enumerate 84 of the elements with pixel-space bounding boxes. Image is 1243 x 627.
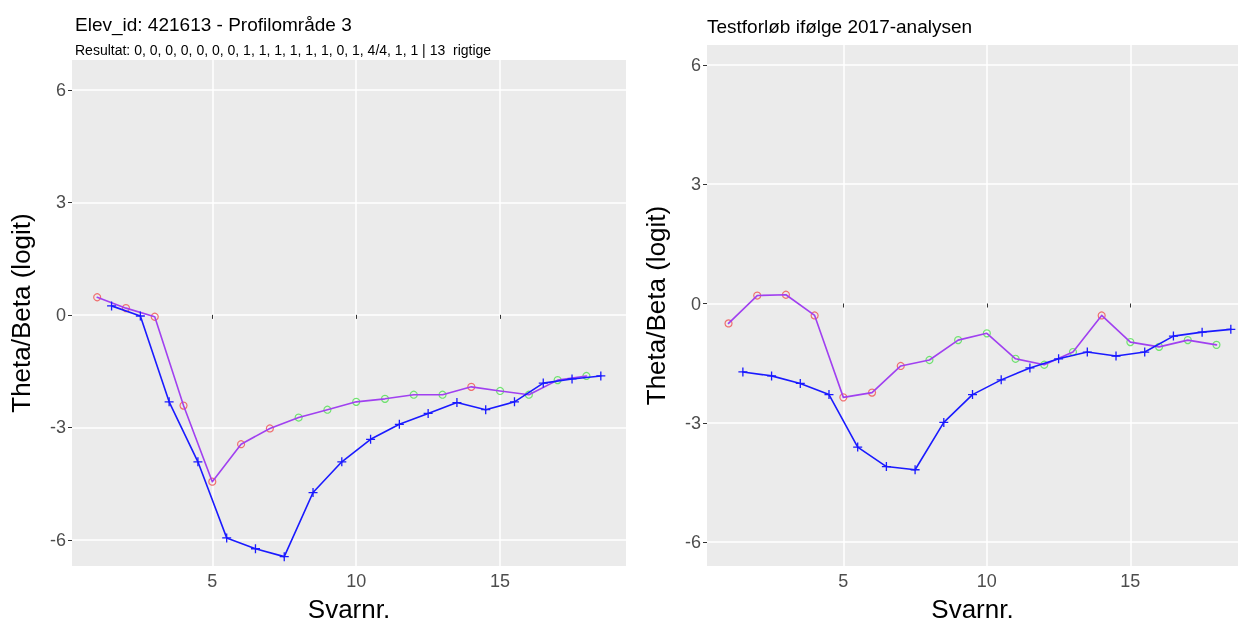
- x-tick-label: 10: [976, 571, 997, 591]
- line-series: [727, 293, 1218, 399]
- point: [135, 310, 146, 322]
- chart-title: Elev_id: 421613 - Profilområde 3: [75, 14, 352, 36]
- chart-title: Testforløb ifølge 2017-analysen: [707, 16, 973, 37]
- x-tick-label: 10: [346, 571, 367, 591]
- point: [1024, 362, 1036, 374]
- point: [566, 373, 578, 385]
- point: [208, 477, 217, 486]
- point: [724, 319, 733, 328]
- point: [1196, 327, 1208, 338]
- point: [996, 374, 1007, 386]
- point: [422, 408, 434, 419]
- x-axis-title: Svarnr.: [931, 594, 1014, 624]
- point: [438, 390, 447, 399]
- point: [954, 336, 963, 345]
- point: [496, 386, 505, 396]
- point: [1154, 342, 1164, 351]
- x-tick-label: 15: [1120, 571, 1141, 591]
- point: [982, 329, 991, 338]
- point: [307, 487, 319, 498]
- y-tick-label: 3: [690, 174, 701, 195]
- point: [867, 388, 877, 397]
- point: [925, 355, 934, 365]
- point: [265, 424, 274, 433]
- point: [192, 456, 204, 467]
- point: [467, 382, 476, 391]
- point: [1068, 347, 1078, 357]
- point: [221, 532, 232, 544]
- y-tick-label: 6: [690, 54, 701, 75]
- point: [380, 394, 390, 403]
- y-tick-label: 0: [690, 293, 701, 314]
- chart-subtitle: Resultat: 0, 0, 0, 0, 0, 0, 0, 1, 1, 1, 1, 1, 1, 0, 1, 4/4, 1, 1 | 13 rigtige: [75, 42, 492, 58]
- y-tick-label: -6: [49, 529, 66, 550]
- point: [839, 393, 848, 402]
- point: [1139, 346, 1150, 358]
- point: [582, 371, 591, 381]
- y-tick-label: 3: [55, 192, 66, 213]
- point: [150, 312, 159, 321]
- point: [1126, 337, 1135, 347]
- x-tick-label: 5: [838, 571, 849, 591]
- point: [294, 413, 303, 422]
- point: [737, 366, 749, 378]
- point: [106, 300, 117, 312]
- point: [1082, 346, 1093, 358]
- point: [1110, 350, 1122, 362]
- point: [753, 291, 762, 300]
- point: [163, 396, 175, 407]
- point: [524, 390, 533, 399]
- point: [896, 361, 905, 371]
- point: [121, 304, 131, 313]
- point: [323, 405, 332, 414]
- point: [451, 397, 463, 408]
- x-tick-label: 5: [207, 571, 218, 591]
- point: [93, 293, 102, 302]
- point: [538, 377, 549, 389]
- point: [1097, 311, 1106, 320]
- point: [352, 397, 361, 406]
- point: [409, 390, 418, 399]
- point: [766, 370, 777, 382]
- point: [1040, 360, 1049, 369]
- point: [823, 389, 835, 400]
- point: [1168, 330, 1179, 342]
- point: [179, 401, 188, 410]
- y-axis-title: Theta/Beta (logit): [6, 213, 36, 413]
- x-axis-title: Svarnr.: [307, 594, 391, 624]
- y-tick-label: -6: [684, 532, 701, 553]
- point: [595, 370, 606, 382]
- point: [852, 441, 863, 453]
- point: [553, 375, 562, 385]
- y-tick-label: -3: [49, 417, 66, 438]
- y-tick-label: -3: [684, 412, 701, 433]
- point: [909, 464, 921, 475]
- y-tick-label: 0: [55, 304, 66, 325]
- point: [1011, 354, 1020, 363]
- point: [810, 311, 819, 320]
- point: [781, 290, 791, 299]
- line-series: [96, 296, 588, 483]
- point: [1212, 340, 1221, 349]
- y-axis-title: Theta/Beta (logit): [641, 205, 671, 406]
- y-tick-label: 6: [55, 79, 66, 100]
- x-tick-label: 15: [490, 571, 511, 591]
- point: [236, 440, 246, 449]
- point: [1183, 336, 1192, 345]
